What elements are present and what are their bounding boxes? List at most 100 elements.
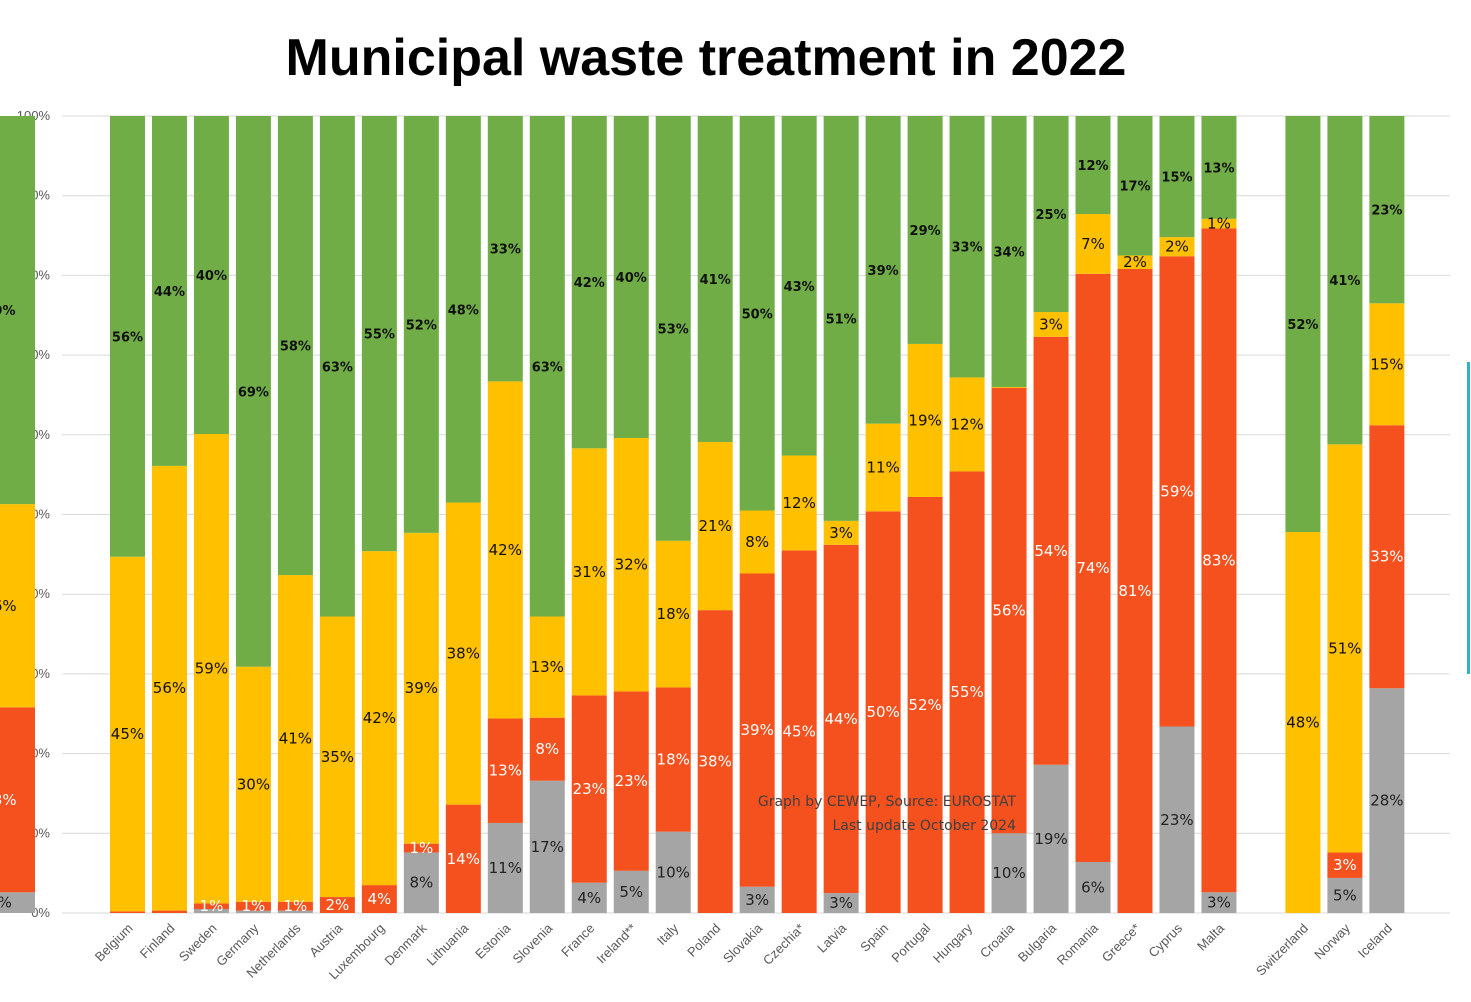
data-label: 34% — [993, 245, 1024, 260]
data-label: 3% — [1207, 894, 1231, 912]
data-label: 55% — [364, 328, 395, 343]
bar-segment — [1327, 877, 1363, 913]
bar-segment — [739, 886, 775, 913]
bar-segment — [739, 116, 775, 511]
data-label: 17% — [531, 838, 564, 856]
bar-segment — [823, 544, 859, 894]
data-label: 40% — [196, 269, 227, 284]
bar-segment — [865, 511, 901, 913]
data-label: 41% — [279, 729, 312, 747]
bar-segment — [403, 843, 439, 853]
data-label: 52% — [406, 318, 437, 333]
bar-segment — [277, 116, 313, 576]
data-label: 15% — [1161, 171, 1192, 186]
bar-segment — [823, 116, 859, 521]
bar-segment — [109, 116, 145, 557]
bar-segment — [403, 116, 439, 533]
x-tick-label: Slovenia — [510, 920, 556, 966]
data-label: 49% — [0, 304, 16, 319]
data-label: 13% — [489, 762, 522, 780]
data-label: 23% — [1371, 204, 1402, 219]
x-tick-label: Portugal — [888, 920, 933, 965]
x-tick-label: Finland — [137, 921, 178, 962]
data-label: 56% — [992, 602, 1025, 620]
bar-segment — [235, 666, 271, 902]
bars — [0, 116, 1405, 913]
bar-segment — [1159, 256, 1195, 727]
bar-segment — [319, 897, 355, 913]
bar-segment — [697, 441, 733, 611]
x-tick-label: Czechia* — [760, 921, 807, 968]
data-label: 1% — [1207, 215, 1231, 233]
side-accent-line — [1467, 362, 1470, 674]
bar-segment — [0, 116, 35, 505]
bar-segment — [1201, 218, 1237, 229]
bar-segment — [529, 717, 565, 781]
data-label: 11% — [866, 458, 899, 476]
bar-segment — [865, 423, 901, 512]
bar-segment — [445, 116, 481, 503]
x-tick-label: Spain — [857, 921, 891, 955]
bar-segment — [445, 804, 481, 913]
data-label: 12% — [950, 415, 983, 433]
bar-segment — [865, 116, 901, 424]
bar-segment — [1369, 116, 1405, 304]
bar-segment — [193, 434, 229, 904]
data-label: 1% — [284, 897, 308, 915]
bar-segment — [361, 116, 397, 552]
data-label: 45% — [782, 723, 815, 741]
bar-segment — [109, 911, 145, 913]
bar-segment — [655, 687, 691, 832]
x-tick-label: Hungary — [930, 920, 976, 966]
data-label: 1% — [409, 839, 433, 857]
data-label: 83% — [1202, 551, 1235, 569]
bar-segment — [781, 455, 817, 551]
chart-title: Municipal waste treatment in 2022 — [285, 29, 1127, 87]
x-tick-label: Switzerland — [1253, 921, 1311, 979]
bar-segment — [487, 822, 523, 913]
bar-segment — [277, 901, 313, 911]
bar-segment — [991, 833, 1027, 913]
data-label: 32% — [615, 556, 648, 574]
data-label: 39% — [741, 721, 774, 739]
x-tick-label: Italy — [654, 920, 682, 948]
update-annotation: Last update October 2024 — [832, 818, 1017, 834]
bar-segment — [361, 885, 397, 913]
data-label: 23% — [1160, 811, 1193, 829]
bar-segment — [151, 910, 187, 913]
data-label: 3% — [1039, 315, 1063, 333]
data-label: 12% — [1077, 159, 1108, 174]
bar-segment — [907, 496, 943, 913]
data-label: 50% — [866, 703, 899, 721]
bar-segment — [1075, 214, 1111, 274]
data-label: 3% — [829, 894, 853, 912]
bar-segment — [907, 116, 943, 344]
bar-segment — [1117, 269, 1153, 913]
data-label: 4% — [577, 889, 601, 907]
x-tick-label: Estonia — [472, 920, 514, 962]
data-label: 19% — [1034, 830, 1067, 848]
bar-segment — [571, 448, 607, 696]
bar-segment — [613, 870, 649, 913]
bar-segment — [151, 116, 187, 466]
bar-segment — [1327, 116, 1363, 445]
data-label: 15% — [1370, 355, 1403, 373]
data-label: 18% — [657, 751, 690, 769]
bar-segment — [1285, 532, 1321, 913]
data-label: 11% — [489, 859, 522, 877]
y-tick-label: 0% — [31, 905, 50, 920]
data-label: 18% — [657, 605, 690, 623]
bar-segment — [1159, 116, 1195, 238]
x-tick-label: Bulgaria — [1015, 920, 1060, 965]
x-tick-label: Croatia — [977, 920, 1018, 961]
bar-segment — [1117, 116, 1153, 256]
data-label: 69% — [238, 385, 269, 400]
data-label: 51% — [826, 312, 857, 327]
bar-segment — [1033, 764, 1069, 913]
bar-segment — [403, 852, 439, 913]
bar-segment — [781, 116, 817, 456]
data-label: 2% — [325, 896, 349, 914]
bar-segment — [655, 116, 691, 541]
data-label: 51% — [1328, 639, 1361, 657]
bar-segment — [781, 550, 817, 913]
